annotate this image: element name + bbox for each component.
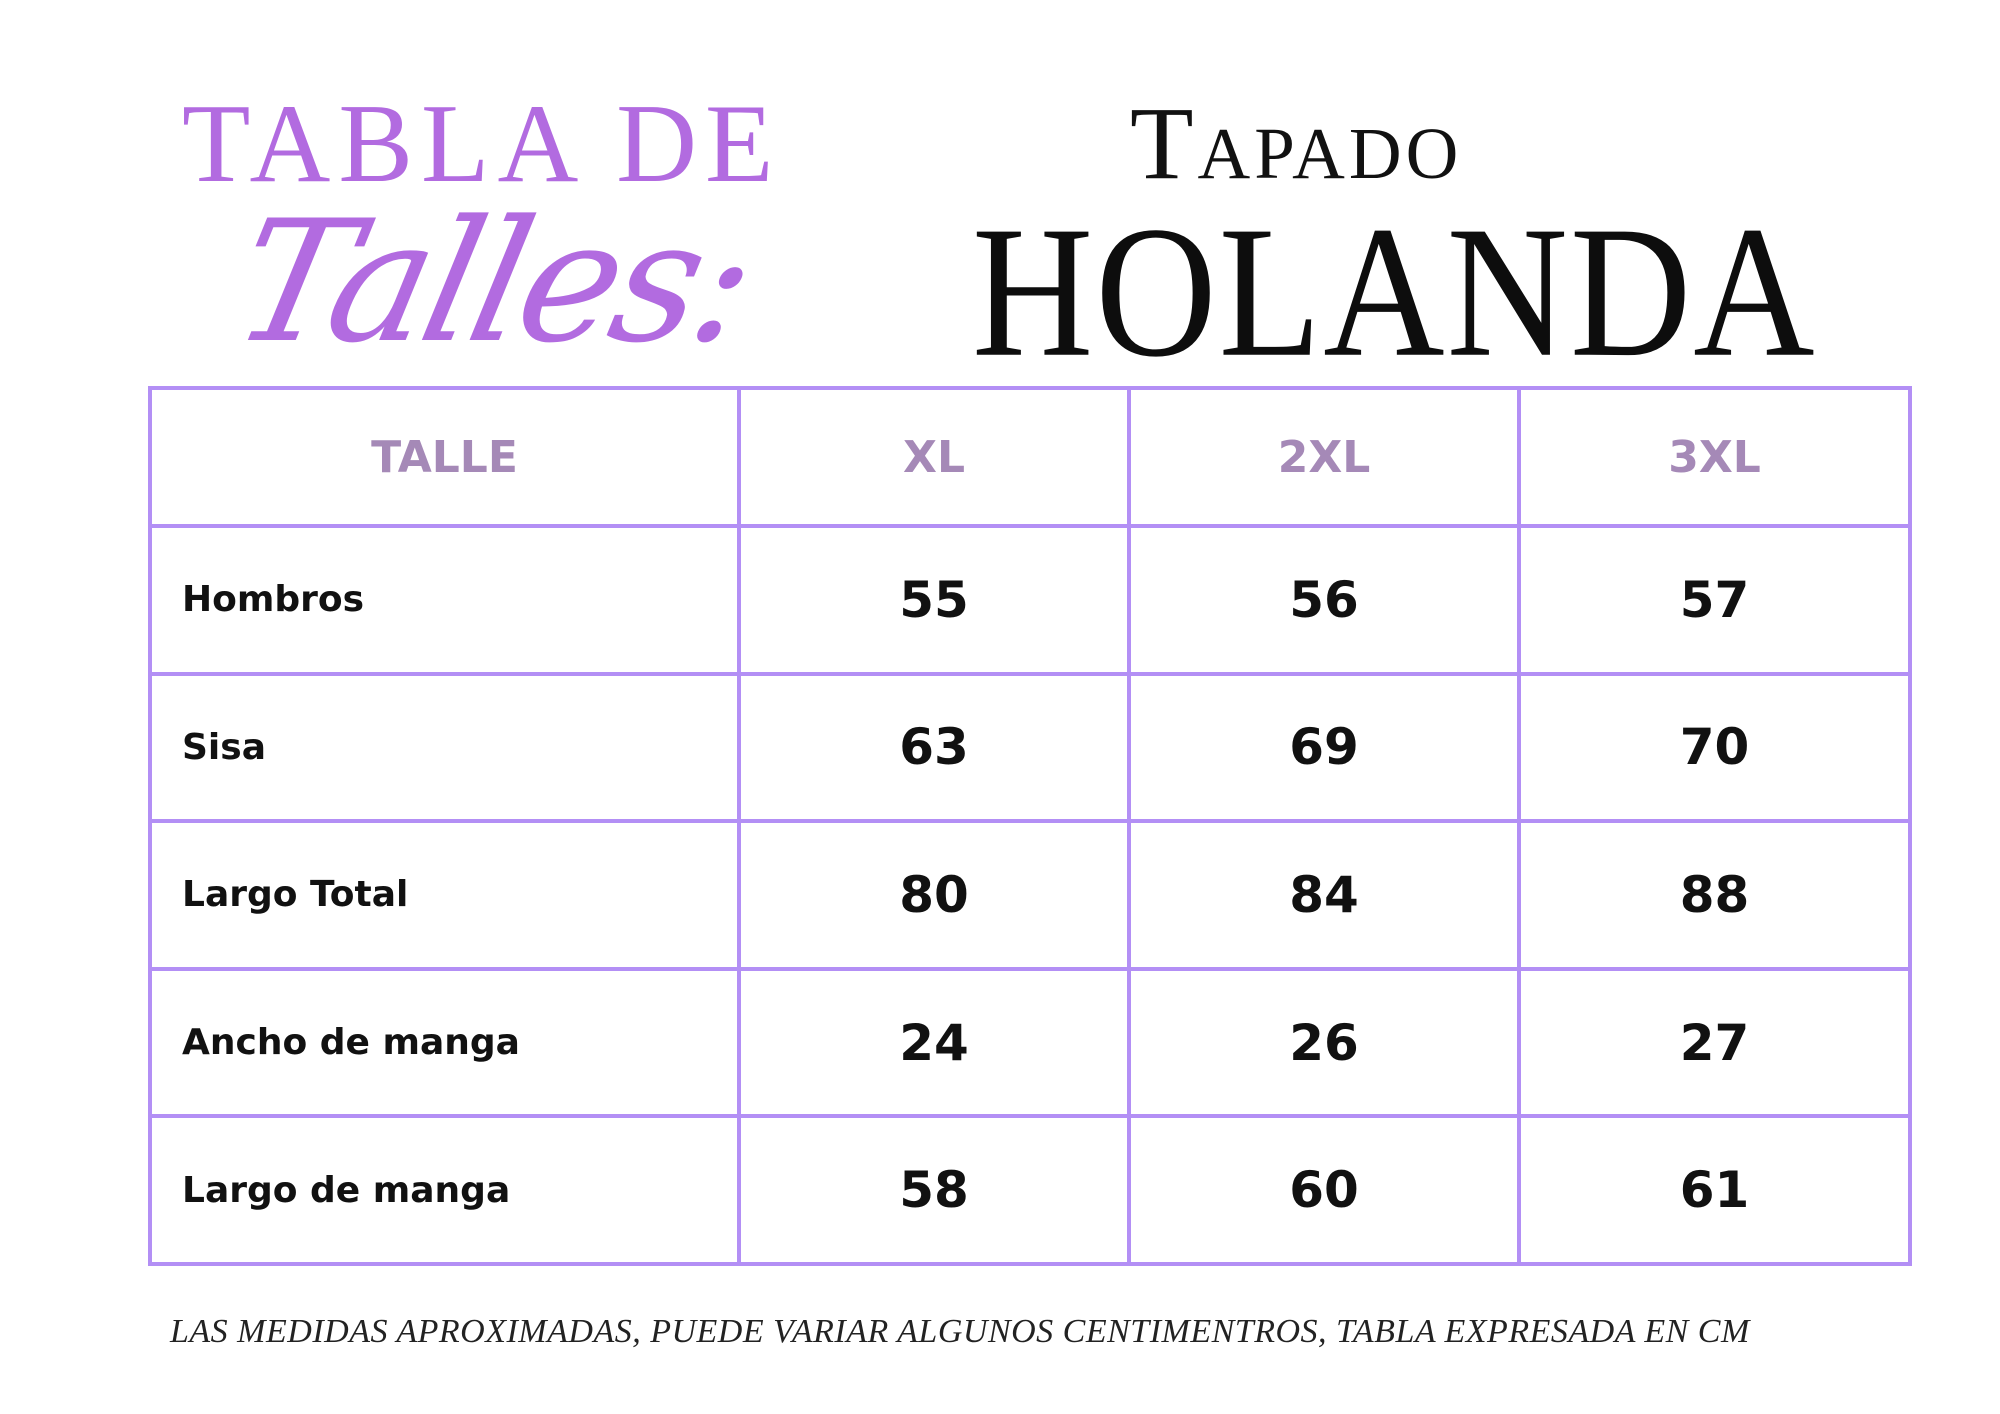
cell-value: 57 [1517, 524, 1912, 676]
heading-tabla-de: TABLA DE [182, 82, 782, 206]
cell-value: 69 [1127, 671, 1521, 824]
heading-talles-script: Talles: [219, 184, 768, 380]
cell-value: 55 [737, 524, 1131, 676]
cell-value: 63 [737, 671, 1131, 824]
product-name: HOLANDA [972, 187, 1817, 397]
size-chart-heading: TABLA DE Talles: [170, 80, 773, 380]
table-header-row: TALLE XL 2XL 3XL [148, 386, 1912, 528]
cell-value: 58 [737, 1114, 1131, 1266]
cell-value: 24 [737, 966, 1131, 1119]
cell-value: 70 [1517, 671, 1912, 824]
table-row: Ancho de manga 24 26 27 [148, 966, 1912, 1119]
cell-value: 26 [1127, 966, 1521, 1119]
row-label-hombros: Hombros [148, 524, 741, 676]
column-header-2xl: 2XL [1127, 386, 1521, 528]
table-row: Largo Total 80 84 88 [148, 819, 1912, 971]
size-table: TALLE XL 2XL 3XL Hombros 55 56 57 Sisa 6… [148, 386, 1912, 1266]
table-row: Sisa 63 69 70 [148, 671, 1912, 824]
row-label-largo-total: Largo Total [148, 819, 741, 971]
cell-value: 80 [737, 819, 1131, 971]
measurement-disclaimer: LAS MEDIDAS APROXIMADAS, PUEDE VARIAR AL… [170, 1313, 1750, 1350]
row-label-largo-de-manga: Largo de manga [148, 1114, 741, 1266]
row-label-sisa: Sisa [148, 671, 741, 824]
column-header-3xl: 3XL [1517, 386, 1912, 528]
cell-value: 88 [1517, 819, 1912, 971]
column-header-xl: XL [737, 386, 1131, 528]
table-row: Hombros 55 56 57 [148, 524, 1912, 676]
cell-value: 56 [1127, 524, 1521, 676]
product-type: Tapado [1130, 86, 1463, 201]
cell-value: 84 [1127, 819, 1521, 971]
product-heading: Tapado HOLANDA [900, 80, 1815, 387]
cell-value: 60 [1127, 1114, 1521, 1266]
column-header-talle: TALLE [148, 386, 741, 528]
table-row: Largo de manga 58 60 61 [148, 1114, 1912, 1266]
row-label-ancho-de-manga: Ancho de manga [148, 966, 741, 1119]
cell-value: 27 [1517, 966, 1912, 1119]
cell-value: 61 [1517, 1114, 1912, 1266]
